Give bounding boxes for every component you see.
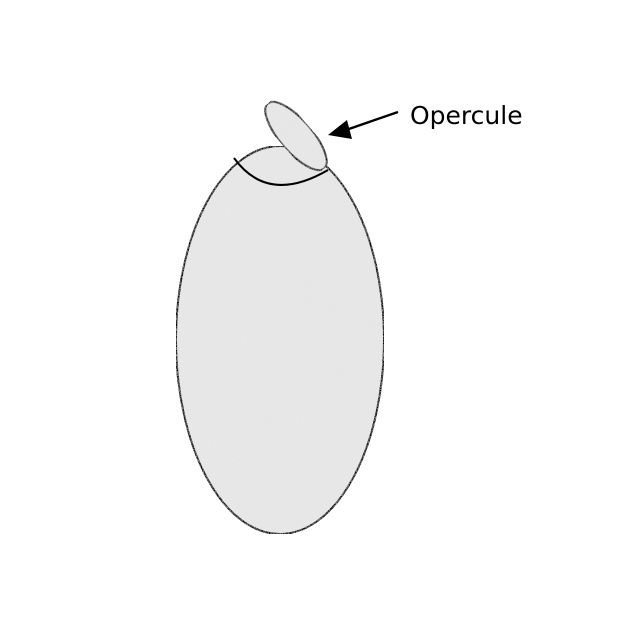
egg-body [175,145,385,535]
opercule-label: Opercule [410,101,523,130]
arrow-icon [328,110,399,139]
opercular-rim [233,157,329,186]
operculum-cap [264,100,328,172]
